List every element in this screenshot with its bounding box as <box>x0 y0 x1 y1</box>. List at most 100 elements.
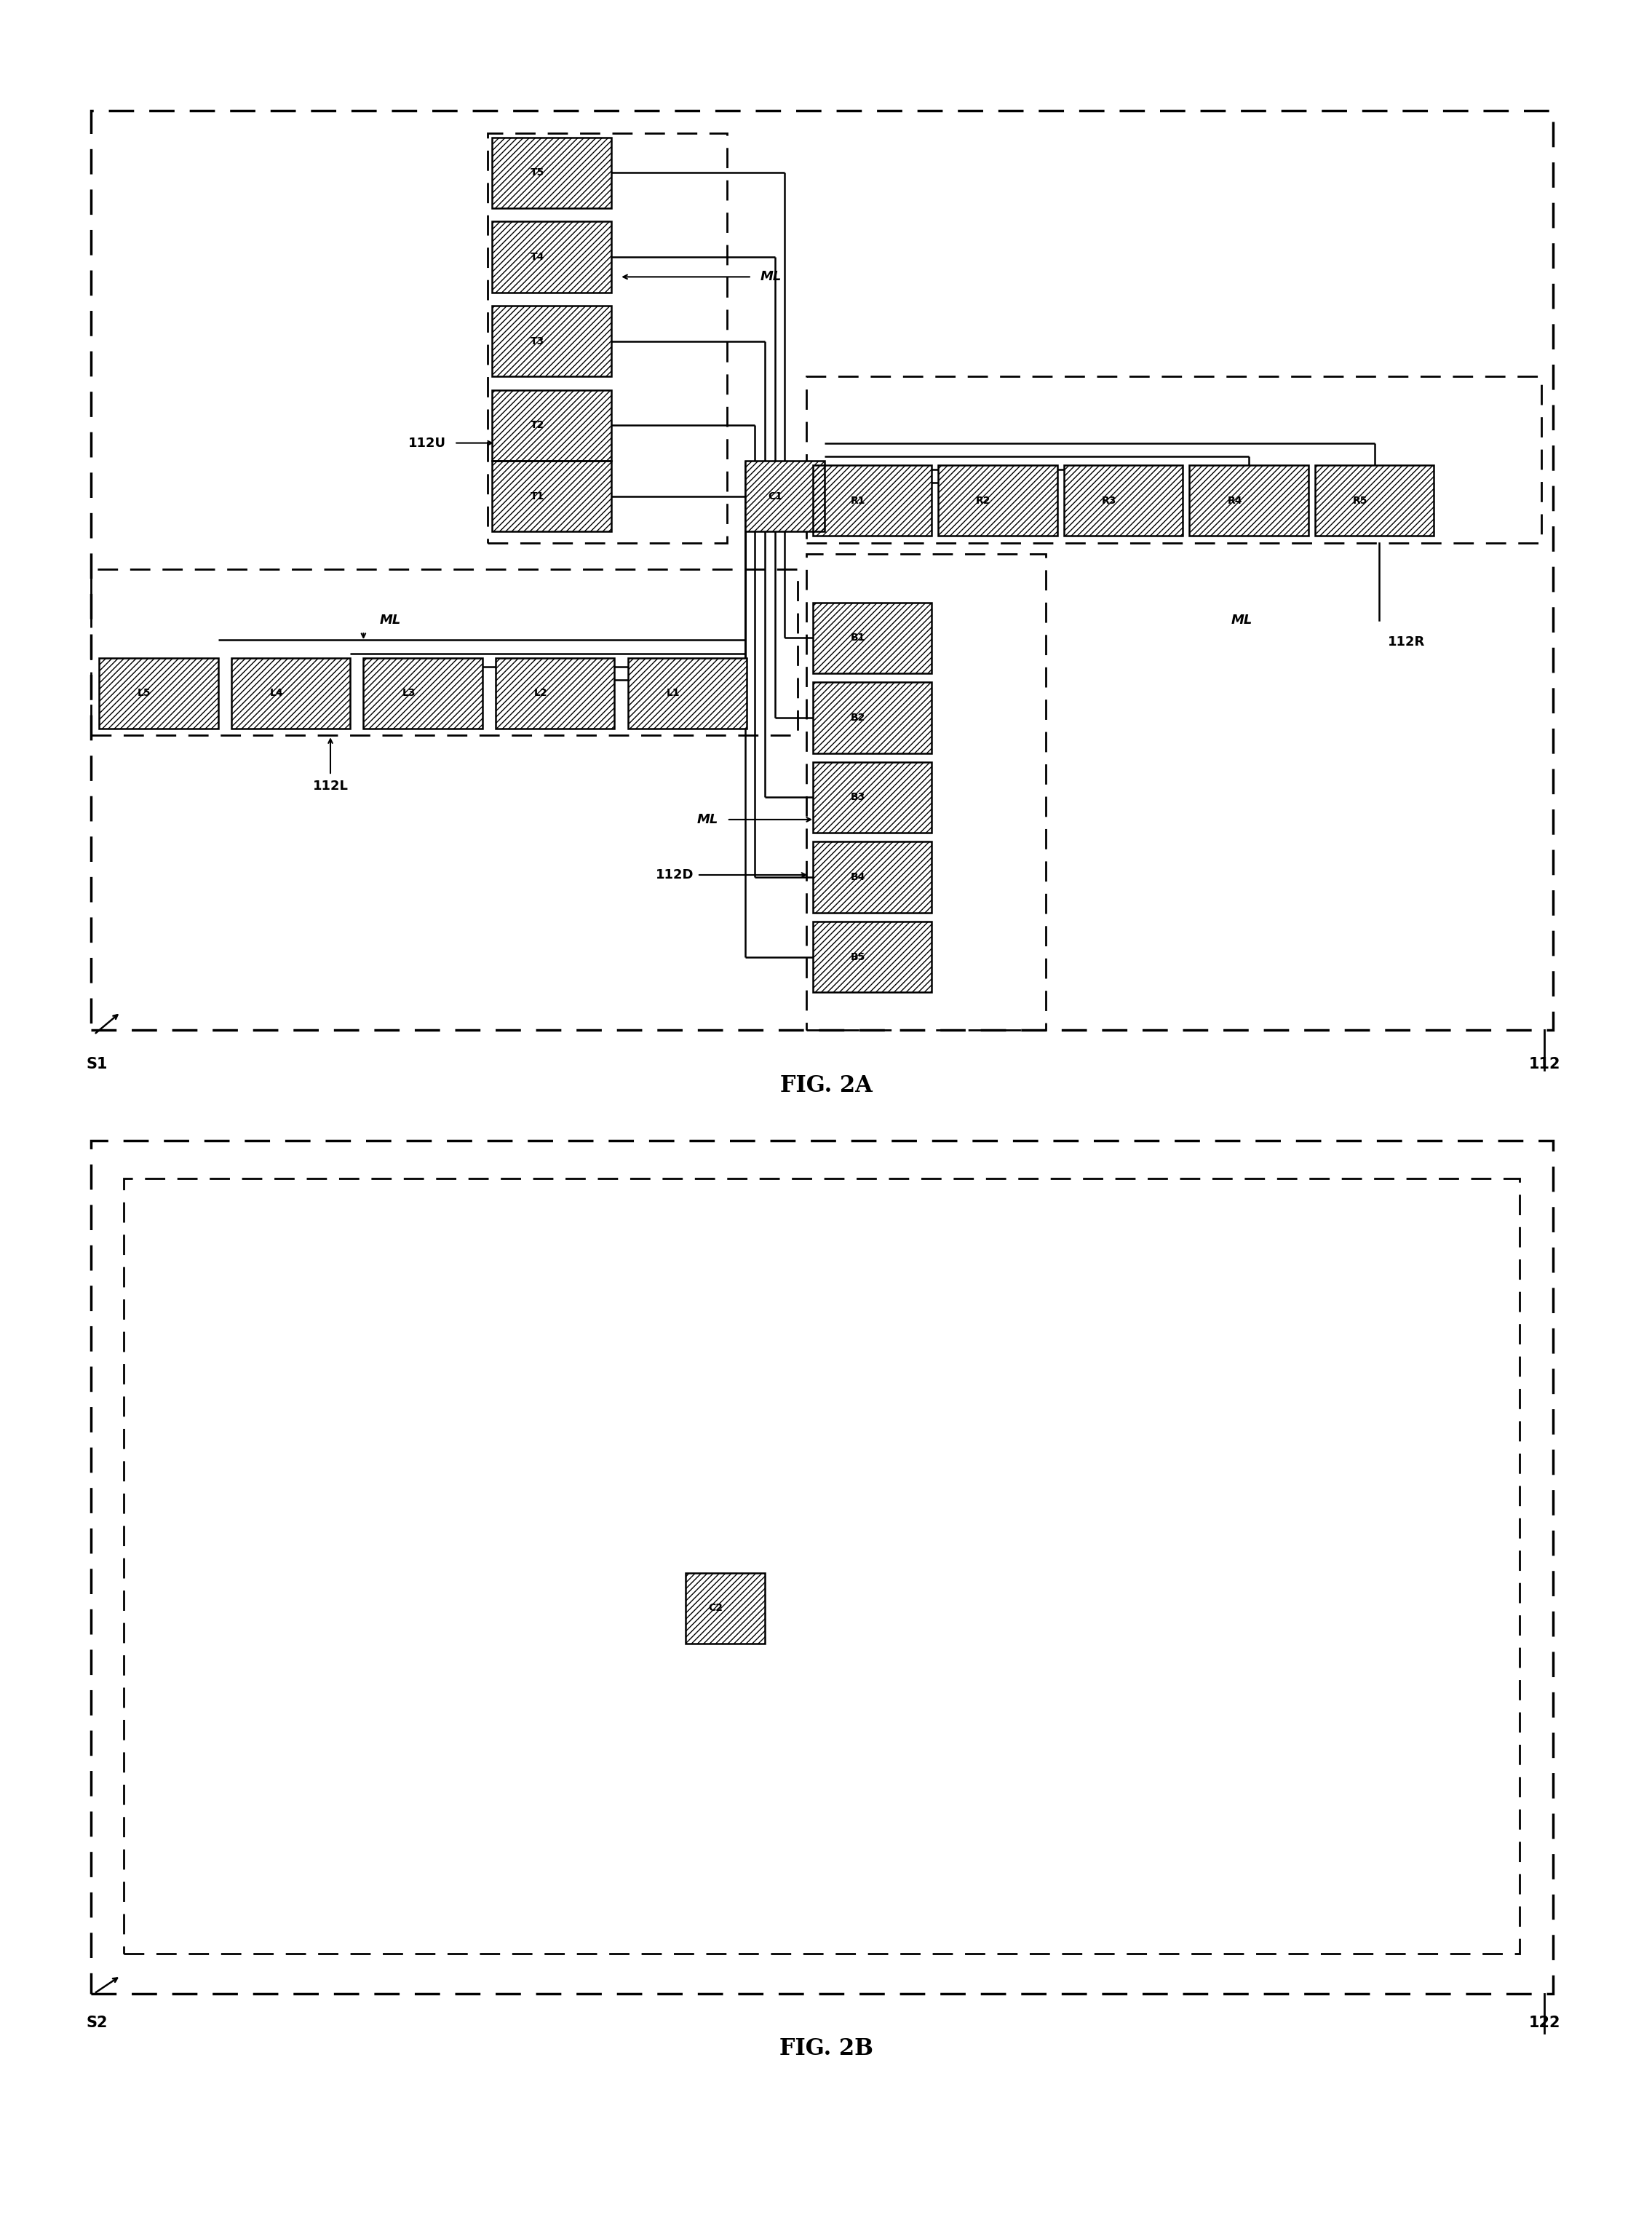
Bar <box>813 602 932 673</box>
Bar <box>1064 465 1183 536</box>
Text: S1: S1 <box>86 1057 107 1072</box>
Bar <box>492 461 611 532</box>
Text: L3: L3 <box>401 689 415 698</box>
Text: T2: T2 <box>530 421 545 430</box>
Bar <box>813 762 932 833</box>
Text: ML: ML <box>697 813 719 826</box>
Bar <box>1064 465 1183 536</box>
Text: T3: T3 <box>530 337 545 346</box>
Bar <box>813 842 932 913</box>
Bar <box>813 842 932 913</box>
Text: B1: B1 <box>851 633 866 642</box>
Bar <box>91 569 798 735</box>
Bar <box>492 306 611 377</box>
Bar <box>91 1141 1553 1994</box>
Bar <box>363 658 482 729</box>
Text: L4: L4 <box>269 689 282 698</box>
Bar <box>628 658 747 729</box>
Text: 112R: 112R <box>1388 636 1426 649</box>
Text: L5: L5 <box>137 689 150 698</box>
Bar <box>813 682 932 753</box>
Bar <box>806 554 1046 1030</box>
Bar <box>1189 465 1308 536</box>
Bar <box>492 390 611 461</box>
Text: R3: R3 <box>1102 496 1117 505</box>
Bar <box>813 465 932 536</box>
Text: ML: ML <box>1231 614 1252 627</box>
Bar <box>124 1178 1520 1954</box>
Bar <box>1315 465 1434 536</box>
Text: B4: B4 <box>851 873 866 882</box>
Bar <box>745 461 824 532</box>
Bar <box>99 658 218 729</box>
Bar <box>813 682 932 753</box>
Text: T4: T4 <box>530 253 545 261</box>
Bar <box>813 602 932 673</box>
Bar <box>813 762 932 833</box>
Text: T1: T1 <box>530 492 545 501</box>
Text: 112: 112 <box>1528 1057 1561 1072</box>
Bar <box>492 461 611 532</box>
Bar <box>1189 465 1308 536</box>
Bar <box>813 682 932 753</box>
Bar <box>492 390 611 461</box>
Bar <box>1189 465 1308 536</box>
Bar <box>492 137 611 208</box>
Text: 112U: 112U <box>408 436 446 450</box>
Bar <box>813 842 932 913</box>
Text: FIG. 2A: FIG. 2A <box>780 1074 872 1096</box>
Bar <box>492 222 611 292</box>
Text: ML: ML <box>760 270 781 284</box>
Bar <box>492 306 611 377</box>
Bar <box>813 465 932 536</box>
Text: L1: L1 <box>666 689 679 698</box>
Bar <box>492 306 611 377</box>
Text: 112L: 112L <box>312 780 349 793</box>
Bar <box>492 461 611 532</box>
Bar <box>686 1573 765 1644</box>
Bar <box>492 137 611 208</box>
Bar <box>492 390 611 461</box>
Bar <box>813 465 932 536</box>
Bar <box>806 377 1541 543</box>
Text: L2: L2 <box>534 689 547 698</box>
Bar <box>938 465 1057 536</box>
Bar <box>99 658 218 729</box>
Bar <box>496 658 615 729</box>
Bar <box>496 658 615 729</box>
Bar <box>628 658 747 729</box>
Bar <box>1315 465 1434 536</box>
Bar <box>1064 465 1183 536</box>
Bar <box>231 658 350 729</box>
Bar <box>813 762 932 833</box>
Text: C2: C2 <box>709 1604 724 1613</box>
Bar <box>938 465 1057 536</box>
Bar <box>492 137 611 208</box>
Bar <box>745 461 824 532</box>
Bar <box>1315 465 1434 536</box>
Bar <box>745 461 824 532</box>
Bar <box>813 602 932 673</box>
Bar <box>492 222 611 292</box>
Bar <box>938 465 1057 536</box>
Bar <box>492 222 611 292</box>
Text: C1: C1 <box>768 492 783 501</box>
Bar <box>813 921 932 992</box>
Text: T5: T5 <box>530 168 545 177</box>
Text: FIG. 2B: FIG. 2B <box>780 2038 872 2060</box>
Bar <box>231 658 350 729</box>
Bar <box>813 921 932 992</box>
Text: 122: 122 <box>1528 2016 1561 2031</box>
Bar <box>496 658 615 729</box>
Bar <box>99 658 218 729</box>
Bar <box>363 658 482 729</box>
Text: R4: R4 <box>1227 496 1242 505</box>
Text: S2: S2 <box>86 2016 107 2031</box>
Bar <box>91 111 1553 1030</box>
Text: R1: R1 <box>851 496 866 505</box>
Bar <box>363 658 482 729</box>
Text: B3: B3 <box>851 793 866 802</box>
Text: B2: B2 <box>851 713 866 722</box>
Text: 112D: 112D <box>656 868 694 882</box>
Text: B5: B5 <box>851 952 866 961</box>
